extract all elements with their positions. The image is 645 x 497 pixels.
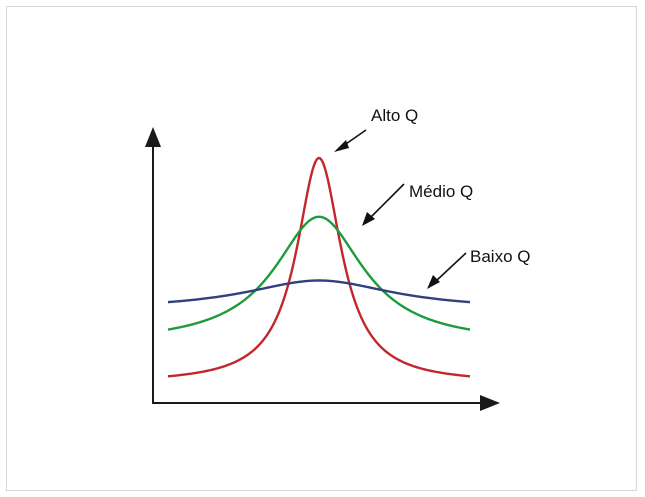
medio-q-pointer (369, 183, 405, 219)
annotation-arrows (334, 129, 467, 289)
axes (145, 127, 500, 411)
label-baixo-q: Baixo Q (470, 247, 530, 266)
baixo-q-pointer-head (427, 275, 440, 289)
label-medio-q: Médio Q (409, 182, 473, 201)
x-axis-arrowhead (480, 395, 500, 411)
y-axis-arrowhead (145, 127, 161, 147)
series-line-baixo-q (167, 279, 471, 304)
label-alto-q: Alto Q (371, 106, 418, 125)
series-line-medio-q (167, 215, 471, 331)
medio-q-pointer-head (362, 212, 375, 226)
figure-frame (6, 6, 637, 491)
baixo-q-pointer (435, 252, 467, 282)
series-line-alto-q (167, 156, 471, 378)
curves (167, 156, 471, 378)
alto-q-pointer-head (334, 140, 349, 152)
